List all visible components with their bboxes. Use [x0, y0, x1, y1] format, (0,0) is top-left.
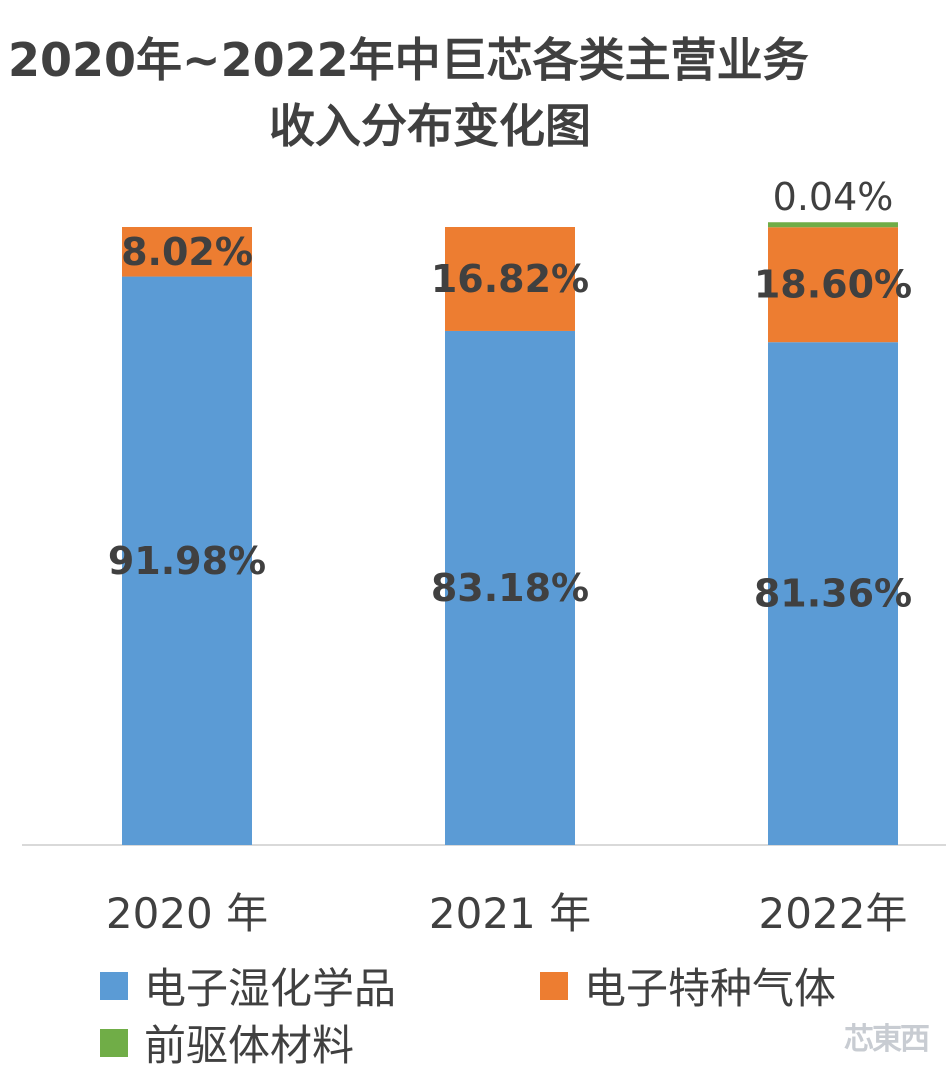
- data-label-precursor-2: 0.04%: [773, 175, 894, 219]
- data-label-wet-0: 91.98%: [108, 539, 266, 583]
- bar-precursor-2: [768, 222, 898, 228]
- bar-gas-1: [445, 227, 575, 331]
- legend-label-gas: 电子特种气体: [584, 964, 837, 1013]
- bar-gas-2: [768, 227, 898, 343]
- data-label-wet-1: 83.18%: [431, 566, 589, 610]
- legend-swatch-wet: [100, 971, 128, 1000]
- data-label-gas-1: 16.82%: [431, 257, 589, 301]
- bar-wet-1: [445, 330, 575, 845]
- chart-title-line2: 收入分布变化图: [269, 99, 591, 153]
- x-tick-label-1: 2021 年: [429, 889, 591, 938]
- bar-wet-2: [768, 342, 898, 845]
- x-tick-label-2: 2022年: [759, 889, 908, 938]
- data-label-gas-2: 18.60%: [754, 263, 912, 307]
- legend-swatch-precursor: [100, 1028, 128, 1057]
- data-label-wet-2: 81.36%: [754, 572, 912, 616]
- watermark-logo: 芯東西: [844, 1022, 930, 1057]
- bar-gas-0: [122, 227, 252, 277]
- legend-label-wet: 电子湿化学品: [144, 964, 397, 1013]
- chart-title-line1: 2020年~2022年中巨芯各类主营业务: [8, 33, 809, 87]
- bar-wet-0: [122, 276, 252, 845]
- legend-item-precursor: 前驱体材料: [100, 1012, 354, 1073]
- legend-label-precursor: 前驱体材料: [144, 1021, 355, 1070]
- legend-item-wet: 电子湿化学品: [100, 955, 396, 1016]
- x-tick-label-0: 2020 年: [106, 889, 268, 938]
- legend-item-gas: 电子特种气体: [540, 955, 836, 1016]
- legend-swatch-gas: [540, 971, 568, 1000]
- data-label-gas-0: 8.02%: [121, 230, 253, 274]
